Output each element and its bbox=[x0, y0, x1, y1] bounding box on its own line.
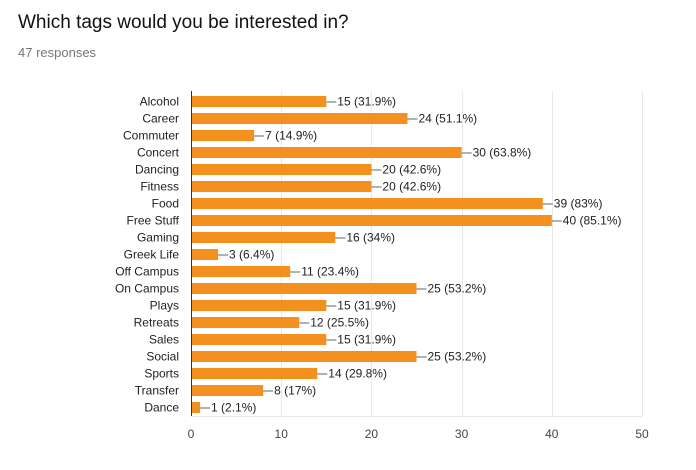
bar bbox=[192, 130, 255, 141]
category-label: Greek Life bbox=[124, 248, 180, 262]
value-label: 3 (6.4%) bbox=[229, 248, 274, 262]
x-tick-label: 40 bbox=[545, 427, 559, 441]
value-label: 20 (42.6%) bbox=[382, 180, 441, 194]
value-label: 15 (31.9%) bbox=[337, 333, 396, 347]
response-count: 47 responses bbox=[18, 45, 97, 60]
category-label: Dancing bbox=[135, 163, 179, 177]
value-label: 39 (83%) bbox=[554, 197, 603, 211]
bar bbox=[192, 368, 318, 379]
category-label: Transfer bbox=[135, 384, 179, 398]
category-label: On Campus bbox=[115, 282, 179, 296]
bar-row: Transfer 8 (17%) bbox=[135, 384, 316, 398]
value-label: 11 (23.4%) bbox=[301, 265, 359, 279]
bar-row: Fitness 20 (42.6%) bbox=[140, 180, 441, 194]
category-label: Career bbox=[142, 112, 179, 126]
value-label: 30 (63.8%) bbox=[473, 146, 532, 160]
category-label: Free Stuff bbox=[127, 214, 180, 228]
bar bbox=[192, 215, 552, 226]
category-label: Gaming bbox=[137, 231, 179, 245]
bar-row: Sports 14 (29.8%) bbox=[144, 367, 387, 381]
bar bbox=[192, 249, 219, 260]
value-label: 7 (14.9%) bbox=[265, 129, 317, 143]
bar-row: Social 25 (53.2%) bbox=[146, 350, 486, 364]
x-tick-label: 10 bbox=[275, 427, 289, 441]
category-label: Retreats bbox=[134, 316, 179, 330]
bar bbox=[192, 334, 327, 345]
x-tick-label: 20 bbox=[365, 427, 379, 441]
bar-row: Free Stuff 40 (85.1%) bbox=[127, 214, 622, 228]
bar-row: Alcohol 15 (31.9%) bbox=[140, 95, 396, 109]
value-label: 12 (25.5%) bbox=[310, 316, 369, 330]
value-label: 24 (51.1%) bbox=[418, 112, 477, 126]
category-label: Plays bbox=[150, 299, 179, 313]
bar bbox=[192, 232, 336, 243]
bar bbox=[192, 266, 291, 277]
bar-row: Greek Life 3 (6.4%) bbox=[124, 248, 275, 262]
bar bbox=[192, 402, 201, 413]
bar bbox=[192, 96, 327, 107]
bar-row: Plays 15 (31.9%) bbox=[150, 299, 396, 313]
bar bbox=[192, 113, 408, 124]
category-label: Off Campus bbox=[115, 265, 179, 279]
bar bbox=[192, 181, 372, 192]
x-tick-label: 50 bbox=[635, 427, 649, 441]
bar-row: Dancing 20 (42.6%) bbox=[135, 163, 441, 177]
bar bbox=[192, 147, 462, 158]
category-label: Commuter bbox=[123, 129, 179, 143]
bar bbox=[192, 198, 543, 209]
bar-row: Sales 15 (31.9%) bbox=[149, 333, 396, 347]
value-label: 16 (34%) bbox=[346, 231, 395, 245]
value-label: 15 (31.9%) bbox=[337, 95, 396, 109]
bar-row: Concert 30 (63.8%) bbox=[137, 146, 531, 160]
question-title: Which tags would you be interested in? bbox=[18, 12, 349, 33]
bar-row: Gaming 16 (34%) bbox=[137, 231, 395, 245]
bar bbox=[192, 164, 372, 175]
bar-row: Off Campus 11 (23.4%) bbox=[115, 265, 359, 279]
value-label: 20 (42.6%) bbox=[382, 163, 441, 177]
bar bbox=[192, 283, 417, 294]
category-label: Concert bbox=[137, 146, 180, 160]
bar-row: Food 39 (83%) bbox=[152, 197, 603, 211]
value-label: 40 (85.1%) bbox=[563, 214, 622, 228]
value-label: 8 (17%) bbox=[274, 384, 316, 398]
x-tick-label: 0 bbox=[188, 427, 195, 441]
bars: Alcohol 15 (31.9%) Career 24 (51.1%) Commute… bbox=[115, 95, 622, 415]
bar-row: Career 24 (51.1%) bbox=[142, 112, 477, 126]
bar-row: Commuter 7 (14.9%) bbox=[123, 129, 317, 143]
category-label: Sports bbox=[144, 367, 179, 381]
category-label: Dance bbox=[144, 401, 179, 415]
value-label: 15 (31.9%) bbox=[337, 299, 396, 313]
category-label: Sales bbox=[149, 333, 179, 347]
bar-row: Retreats 12 (25.5%) bbox=[134, 316, 369, 330]
category-label: Alcohol bbox=[140, 95, 179, 109]
x-axis: 0 10 20 30 40 50 bbox=[188, 91, 649, 441]
bar bbox=[192, 351, 417, 362]
value-label: 1 (2.1%) bbox=[211, 401, 256, 415]
value-label: 14 (29.8%) bbox=[328, 367, 387, 381]
bar-row: On Campus 25 (53.2%) bbox=[115, 282, 486, 296]
category-label: Social bbox=[146, 350, 179, 364]
value-label: 25 (53.2%) bbox=[428, 282, 487, 296]
bar bbox=[192, 300, 327, 311]
category-label: Food bbox=[152, 197, 179, 211]
bar-row: Dance 1 (2.1%) bbox=[144, 401, 256, 415]
category-label: Fitness bbox=[140, 180, 179, 194]
x-tick-label: 30 bbox=[455, 427, 469, 441]
bar bbox=[192, 317, 300, 328]
bar bbox=[192, 385, 264, 396]
value-label: 25 (53.2%) bbox=[428, 350, 487, 364]
